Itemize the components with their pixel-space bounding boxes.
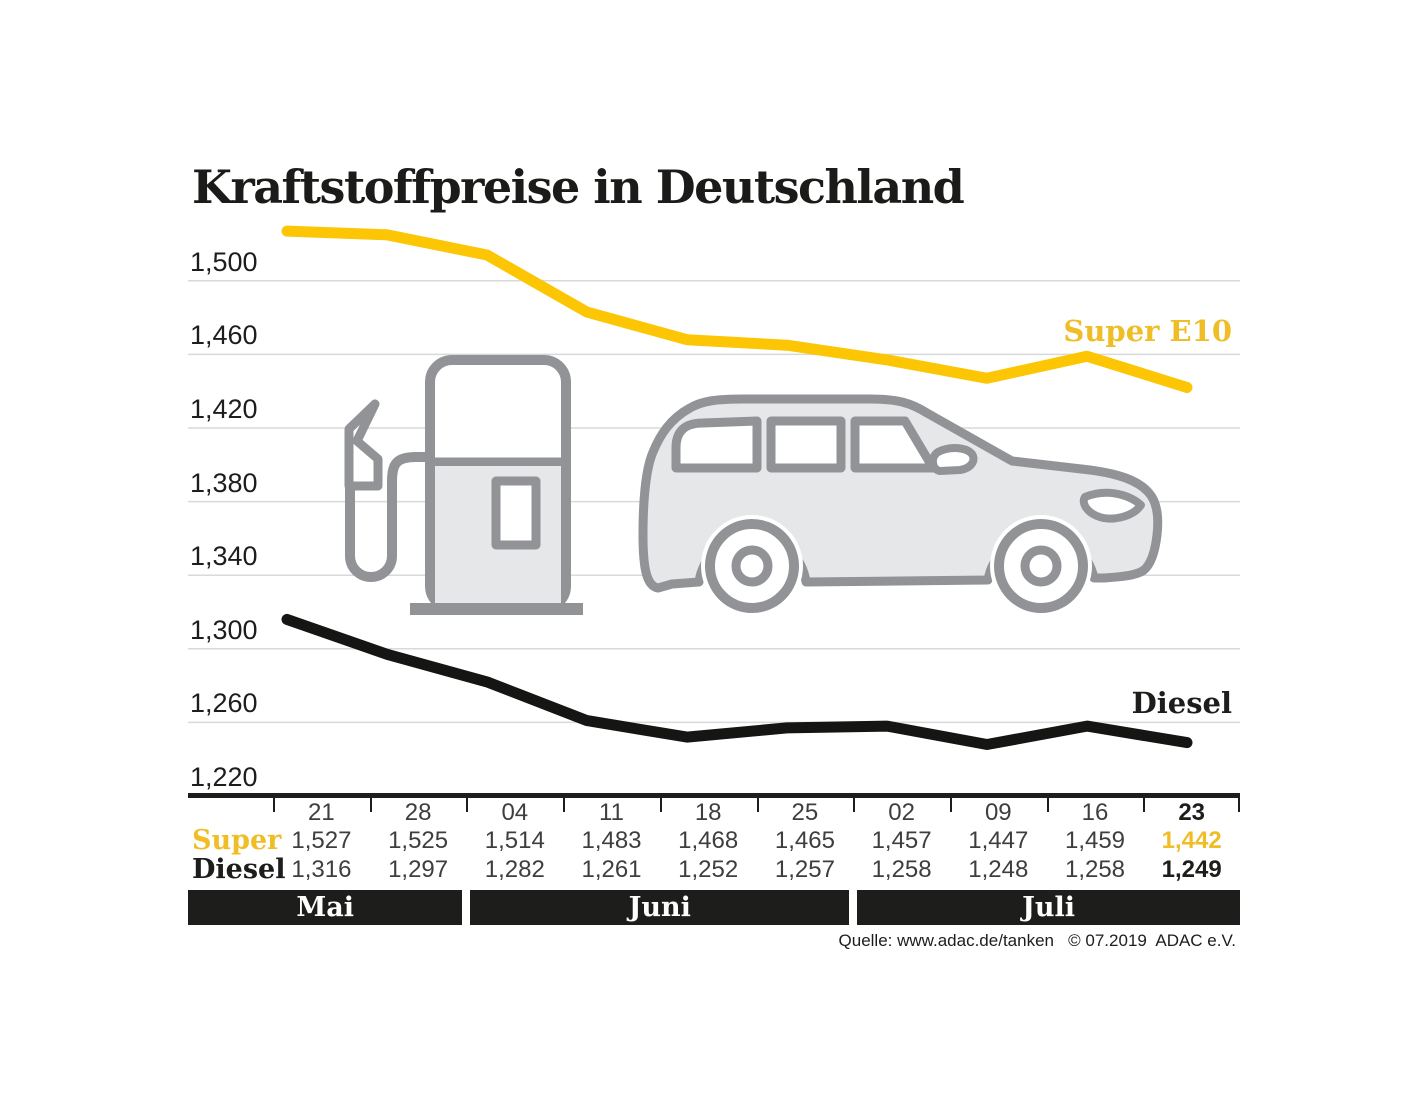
date-cell: 16: [1081, 799, 1109, 826]
super-value-cell: 1,457: [871, 827, 932, 854]
axis-tick: [273, 798, 275, 812]
axis-tick: [466, 798, 469, 812]
x-axis-line: [188, 793, 1240, 798]
super-value-cell: 1,465: [774, 827, 835, 854]
super-value-cell: 1,525: [388, 827, 449, 854]
pump-hose: [345, 452, 435, 582]
car-icon: [638, 394, 1163, 617]
diesel-value-cell: 1,249: [1161, 856, 1222, 883]
axis-tick: [1143, 798, 1146, 812]
month-band-juni: Juni: [470, 890, 850, 925]
axis-tick: [949, 798, 952, 812]
diesel-value-cell: 1,258: [1064, 856, 1126, 883]
super-value-cell: 1,514: [484, 827, 545, 854]
super-value-cell: 1,483: [581, 827, 642, 854]
diesel-value-cell: 1,257: [774, 856, 835, 883]
y-axis-label: 1,500: [190, 246, 258, 277]
date-cell: 18: [694, 799, 722, 826]
date-cell: 11: [599, 799, 624, 826]
series-label-diesel: Diesel: [1131, 686, 1232, 720]
row-label-super: Super: [192, 825, 282, 856]
rear-wheel-hub: [731, 545, 773, 587]
diesel-value-cell: 1,258: [871, 856, 932, 883]
y-axis-label: 1,220: [190, 762, 258, 792]
super-value-cell: 1,527: [291, 827, 352, 854]
date-cell: 02: [888, 799, 915, 826]
pump-display: [491, 476, 541, 550]
date-cell: 25: [791, 799, 819, 826]
diesel-value-cell: 1,252: [678, 856, 739, 883]
y-axis-label: 1,340: [190, 541, 258, 572]
month-band-juli: Juli: [857, 890, 1240, 925]
axis-tick: [756, 798, 759, 812]
car-window-rear: [671, 416, 762, 473]
fuel-pump-icon: [344, 355, 583, 615]
date-cell: 23: [1178, 799, 1206, 826]
car-window-front: [850, 416, 938, 473]
source-note: Quelle: www.adac.de/tanken © 07.2019 ADA…: [838, 931, 1236, 950]
car-mirror: [929, 444, 978, 475]
pump-nozzle: [344, 399, 383, 491]
axis-tick: [1238, 798, 1240, 812]
diesel-line: [281, 613, 1193, 750]
axis-tick: [853, 798, 856, 812]
axis-tick: [1046, 798, 1049, 812]
y-axis-label: 1,420: [190, 394, 258, 424]
super-value-cell: 1,442: [1161, 827, 1222, 854]
diesel-value-cell: 1,316: [291, 856, 352, 883]
diesel-value-cell: 1,297: [388, 856, 449, 883]
date-cell: 09: [984, 799, 1012, 826]
front-wheel-hub: [1020, 545, 1062, 587]
axis-tick: [563, 798, 566, 812]
month-band-mai: Mai: [188, 890, 463, 925]
super-value-cell: 1,468: [678, 827, 739, 854]
y-axis-label: 1,380: [190, 467, 258, 498]
diesel-value-cell: 1,261: [581, 856, 642, 883]
pump-base: [410, 603, 583, 615]
diesel-value-cell: 1,248: [968, 856, 1029, 883]
super-value-cell: 1,459: [1064, 827, 1126, 854]
y-axis-label: 1,460: [190, 320, 258, 351]
super-e10-line: [281, 225, 1193, 393]
row-label-diesel: Diesel: [192, 854, 286, 885]
y-axis-label: 1,260: [190, 688, 258, 719]
y-axis-label: 1,300: [190, 614, 258, 645]
series-label-super-e10: Super E10: [1063, 314, 1232, 348]
car-headlight: [1079, 488, 1145, 523]
date-cell: 28: [404, 799, 432, 826]
super-value-cell: 1,447: [968, 827, 1029, 854]
axis-tick: [659, 798, 662, 812]
diesel-value-cell: 1,282: [484, 856, 545, 883]
date-cell: 04: [501, 799, 529, 826]
axis-tick: [369, 798, 372, 812]
date-cell: 21: [308, 799, 335, 826]
car-window-middle: [766, 416, 846, 473]
page-title: Kraftstoffpreise in Deutschland: [192, 160, 965, 214]
